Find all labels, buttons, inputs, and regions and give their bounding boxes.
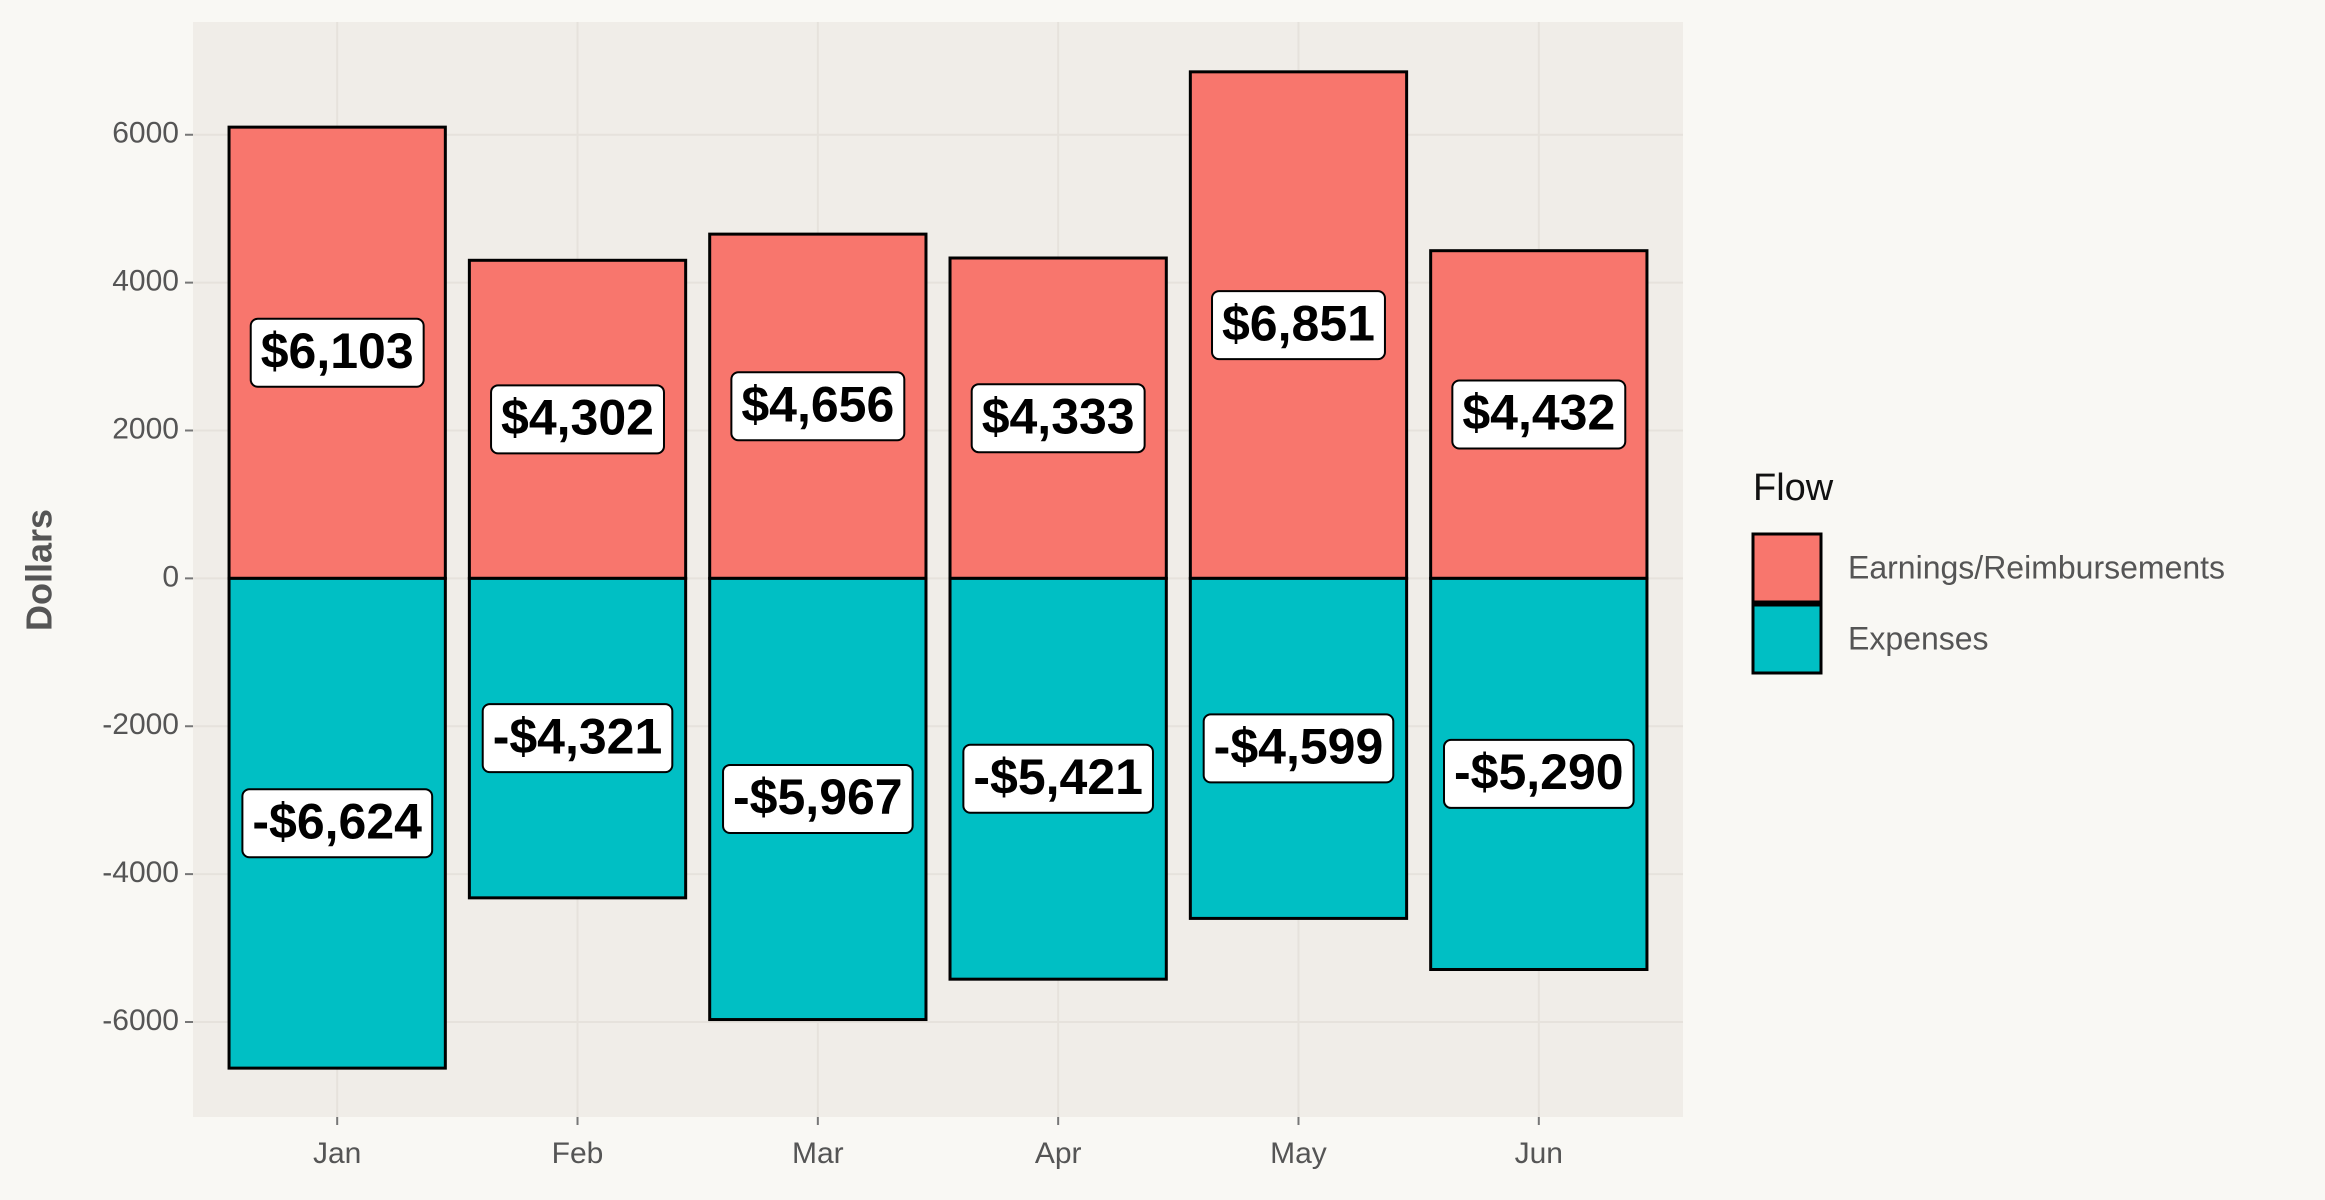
- x-tick-label: May: [1270, 1137, 1327, 1170]
- label-box: [490, 384, 665, 455]
- x-tick-label: Mar: [792, 1137, 844, 1170]
- data-label: -$5,290: [1443, 738, 1635, 809]
- label-box: [241, 788, 434, 859]
- label-box: [1451, 379, 1627, 450]
- label-box: [970, 383, 1146, 454]
- label-box: [722, 763, 914, 834]
- label-box: [481, 703, 674, 774]
- data-label-text: $4,302: [501, 390, 654, 446]
- legend-label: Expenses: [1848, 620, 1989, 656]
- label-box: [730, 371, 906, 442]
- label-box: [1202, 713, 1395, 784]
- x-tick-label: Jan: [313, 1137, 361, 1170]
- data-label: -$4,321: [481, 703, 674, 774]
- label-box: [1443, 738, 1635, 809]
- label-box: [249, 317, 425, 388]
- y-tick-label: -4000: [102, 856, 179, 889]
- y-tick-label: 4000: [112, 265, 179, 298]
- data-label-text: -$4,321: [493, 708, 663, 764]
- data-label-text: $4,333: [982, 388, 1135, 444]
- data-label-text: -$4,599: [1214, 719, 1384, 775]
- y-tick-label: -6000: [102, 1004, 179, 1037]
- data-label: -$4,599: [1202, 713, 1395, 784]
- data-label-text: $4,656: [741, 376, 894, 432]
- y-tick-label: -2000: [102, 708, 179, 741]
- label-box: [1211, 290, 1386, 361]
- y-tick-label: 0: [162, 560, 179, 593]
- y-tick-label: 2000: [112, 412, 179, 445]
- data-label: $6,103: [249, 317, 425, 388]
- data-label-text: -$5,967: [733, 769, 903, 825]
- x-tick-label: Feb: [552, 1137, 604, 1170]
- x-tick-label: Apr: [1035, 1137, 1082, 1170]
- x-tick-label: Jun: [1515, 1137, 1563, 1170]
- data-label: $4,302: [490, 384, 665, 455]
- data-label-text: -$5,421: [973, 749, 1143, 805]
- legend-key: [1751, 532, 1823, 604]
- legend-key: [1751, 603, 1823, 675]
- data-label-text: -$6,624: [252, 793, 422, 849]
- data-label-text: $4,432: [1462, 385, 1615, 441]
- data-label-text: $6,103: [261, 323, 414, 379]
- data-label: -$5,967: [722, 763, 914, 834]
- legend-title: Flow: [1753, 467, 1834, 509]
- data-label: -$6,624: [241, 788, 434, 859]
- data-label: -$5,421: [962, 743, 1154, 814]
- data-label-text: -$5,290: [1454, 744, 1624, 800]
- label-box: [962, 743, 1154, 814]
- y-tick-label: 6000: [112, 117, 179, 150]
- data-label: $4,656: [730, 371, 906, 442]
- data-label-text: $6,851: [1222, 295, 1375, 351]
- legend-label: Earnings/Reimbursements: [1848, 549, 2225, 585]
- data-label: $6,851: [1211, 290, 1386, 361]
- data-label: $4,333: [970, 383, 1146, 454]
- y-axis-label: Dollars: [19, 509, 60, 631]
- data-label: $4,432: [1451, 379, 1627, 450]
